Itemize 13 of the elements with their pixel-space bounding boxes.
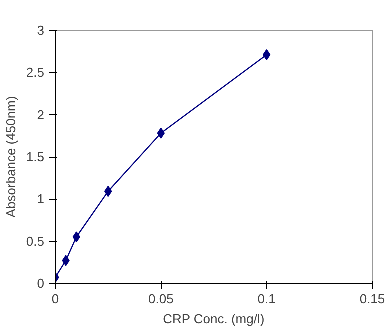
y-tick-label: 2 [37,107,45,122]
y-axis-title: Absorbance (450nm) [3,96,18,218]
y-tick-label: 0.5 [26,234,45,249]
x-tick-label: 0.05 [148,292,174,306]
y-tick-label: 1 [37,192,45,207]
x-tick-label: 0 [52,292,60,306]
y-tick-label: 2.5 [26,65,45,80]
x-tick-label: 0.15 [360,292,386,306]
x-tick-label: 0.1 [258,292,276,306]
y-tick-label: 3 [37,23,45,38]
x-axis-title: CRP Conc. (mg/l) [163,312,265,326]
y-tick-label: 1.5 [26,150,45,164]
y-tick-label: 0 [37,276,45,291]
